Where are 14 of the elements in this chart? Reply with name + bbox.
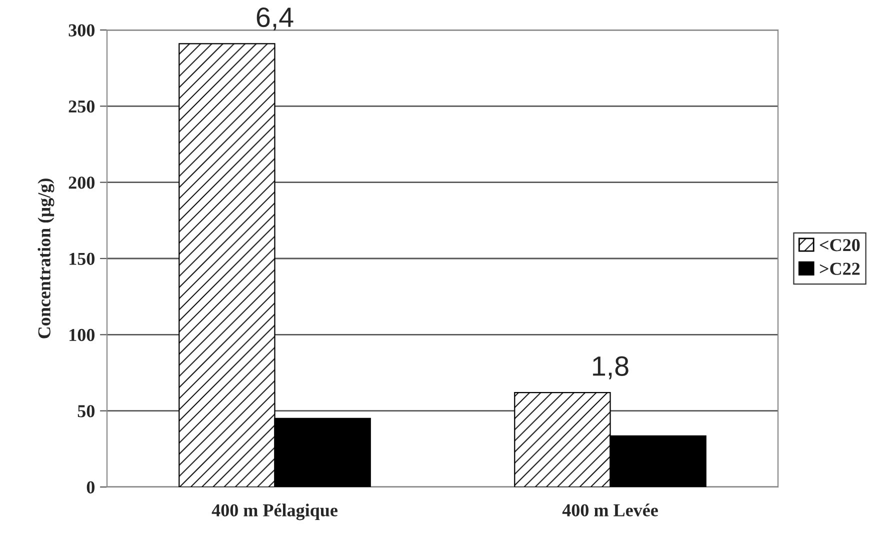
y-tick-label: 100 [70, 328, 95, 342]
x-tick-label: 400 m Levée [562, 504, 658, 516]
y-tick-label: 0 [86, 481, 95, 494]
annotation: 1,8 [593, 356, 628, 380]
y-tick-label: 50 [78, 405, 95, 418]
y-tick-label: 200 [68, 176, 95, 189]
y-tick-label: 250 [68, 100, 95, 113]
y-axis-title: Concentration (µg/g) [38, 178, 54, 338]
x-tick-label: 400 m Pélagique [212, 504, 338, 520]
legend-label: <C20 [820, 239, 860, 252]
annotation: 6,4 [256, 7, 294, 30]
y-tick-label: 150 [70, 252, 95, 265]
legend-label: >C22 [820, 262, 860, 275]
y-tick-label: 300 [68, 24, 95, 36]
